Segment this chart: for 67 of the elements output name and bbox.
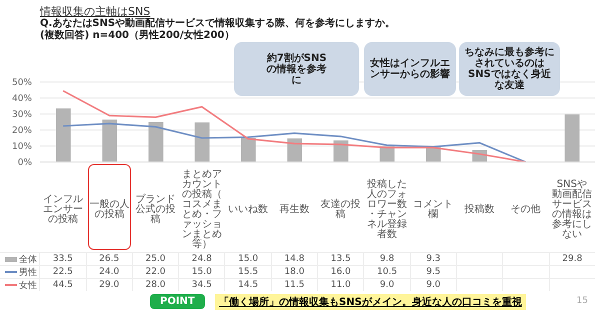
y-tick-label: 30% (12, 110, 32, 120)
data-label: 16.0 (317, 266, 364, 278)
legend-label: 全体 (18, 254, 38, 265)
data-label: 11.5 (270, 279, 318, 291)
data-label: 26.5 (86, 253, 132, 265)
y-tick-label: 20% (12, 126, 32, 136)
data-label: 9.8 (363, 253, 410, 265)
x-tick-label: その他 (510, 203, 541, 215)
chart-subtitle: Q.あなたはSNSや動画配信サービスで情報収集する際、何を参考にしますか。 (複数回答) n=400（男性200/女性200） (40, 18, 396, 42)
speech-bubble: ちなみに最も参考にされているのはSNSではなく身近な友達 (458, 42, 560, 96)
annotation: 約7割がSNSの情報を参考に (266, 52, 328, 86)
data-label: 18.0 (270, 266, 318, 278)
y-tick-label: 50% (12, 78, 32, 88)
data-label: 15.0 (178, 266, 224, 278)
data-label: 9.0 (410, 279, 456, 291)
bar (56, 108, 71, 162)
y-tick-label: 10% (12, 142, 32, 152)
bar (194, 122, 210, 162)
data-label: 34.5 (178, 279, 224, 291)
x-tick-label: 一般の人の投稿 (89, 199, 130, 220)
line-series (62, 90, 526, 162)
data-label: 22.5 (39, 266, 86, 278)
bar (564, 114, 580, 162)
speech-bubble: 女性はインフルエンサーからの影響 (364, 42, 456, 96)
data-label: 25.0 (132, 253, 178, 265)
data-label: 15.5 (224, 266, 271, 278)
x-tick-label: ブランド公式の投稿 (136, 193, 176, 225)
data-label: 29.0 (86, 279, 132, 291)
data-label: 9.3 (410, 253, 456, 265)
line-series (62, 122, 526, 162)
data-label: 24.0 (86, 266, 132, 278)
data-label: 14.8 (270, 253, 318, 265)
data-label: 29.8 (548, 253, 595, 265)
data-label: 11.0 (317, 279, 364, 291)
x-tick-label: コメント欄 (413, 199, 454, 220)
bar (102, 120, 118, 162)
x-tick-label: 投稿した人のフォロワー数・チャンネル登録者数 (366, 178, 407, 240)
x-tick-label: いいね数 (228, 204, 268, 215)
x-tick-label: SNSや動画配信サービスの情報は参考にしない (552, 179, 592, 240)
data-label: 24.8 (178, 253, 224, 265)
data-label: 44.5 (39, 279, 86, 291)
data-label: 14.5 (224, 279, 271, 291)
data-label: 9.5 (410, 266, 456, 278)
data-label: 10.5 (363, 266, 410, 278)
legend-label: 男性 (18, 266, 38, 278)
data-label: 13.5 (317, 253, 364, 265)
data-label: 15.0 (224, 253, 271, 265)
data-label: 33.5 (39, 253, 86, 265)
text: 「働く場所」の情報収集もSNSがメイン。身近な人の口コミを重視 (215, 294, 526, 310)
speech-bubble: 約7割がSNSの情報を参考に (234, 42, 360, 96)
y-tick-label: 0% (18, 158, 32, 168)
data-label: 9.0 (363, 279, 410, 291)
x-tick-label: 投稿数 (463, 203, 494, 215)
text: POINT (150, 294, 205, 309)
y-tick-label: 40% (12, 94, 32, 104)
legend-label: 女性 (18, 280, 38, 291)
data-label: 22.0 (132, 266, 178, 278)
text: 15 (576, 296, 588, 306)
bar (148, 122, 164, 162)
chart-title: 情報収集の主軸はSNS (40, 4, 150, 18)
bar (334, 140, 348, 162)
x-tick-label: 友達の投稿 (320, 198, 361, 220)
x-tick-label: 再生数 (279, 203, 310, 215)
x-tick-label: まとめアカウントの投稿（コスメまとめ・ファッションまとめ等） (182, 169, 222, 250)
x-tick-label: インフルエンサーの投稿 (43, 194, 84, 225)
data-label: 28.0 (132, 279, 178, 291)
bar (241, 138, 256, 162)
